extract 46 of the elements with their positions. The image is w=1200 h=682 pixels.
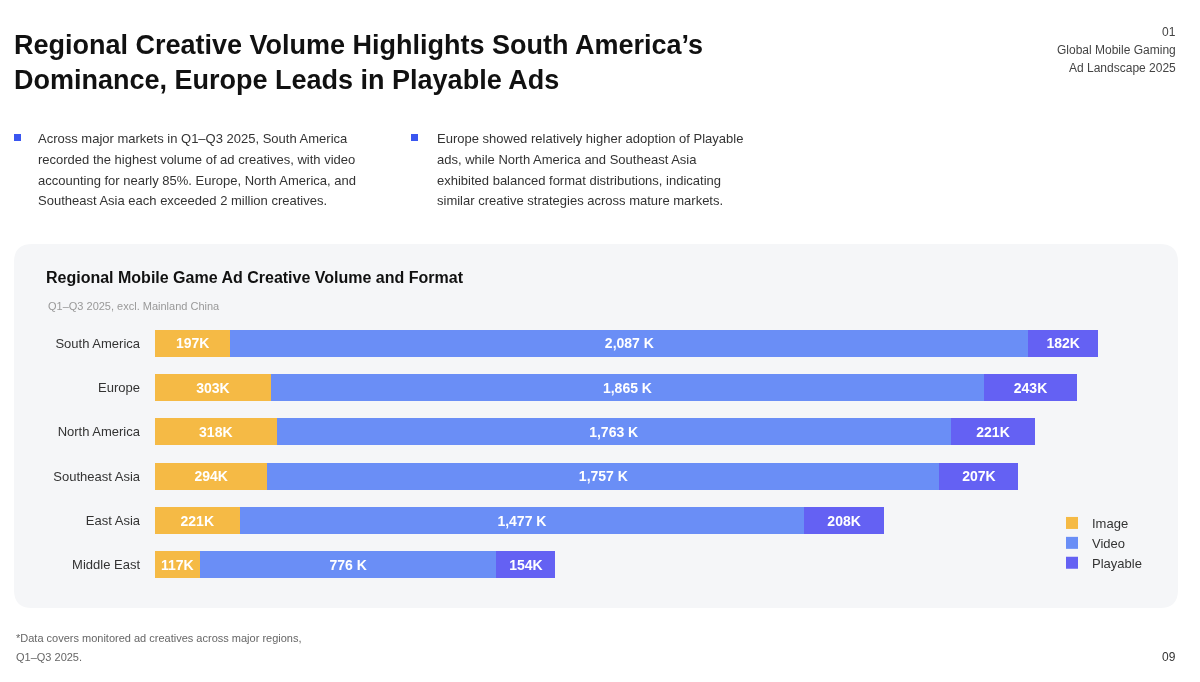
bar: [984, 373, 1077, 402]
text: 09: [1162, 650, 1176, 664]
data-label: 182K: [1046, 335, 1080, 352]
text: Regional Creative Volume Highlights South America’s Dominance, Europe Leads in Playable Ads: [14, 30, 704, 95]
data-label: 2,087 K: [604, 335, 654, 352]
y-tick-label: East Asia: [85, 513, 141, 529]
data-label: 294K: [194, 468, 228, 485]
legend-label: Image: [1092, 516, 1129, 532]
legend-label: Video: [1092, 535, 1126, 551]
legend-label: Playable: [1092, 555, 1142, 571]
data-label: 243K: [1013, 379, 1048, 396]
chart-title: Regional Mobile Game Ad Creative Volume and Format: [46, 269, 464, 287]
data-label: 197K: [175, 335, 210, 352]
data-label: 208K: [827, 512, 861, 529]
data-label: 1,477 K: [497, 512, 547, 529]
chart-subtitle: Q1–Q3 2025, excl. Mainland China: [48, 300, 221, 312]
y-tick-label: Europe: [98, 380, 140, 396]
data-label: 154K: [509, 556, 543, 573]
data-label: 1,757 K: [578, 468, 628, 485]
text: *Data covers monitored ad creatives across major regions, Q1–Q3 2025.: [16, 632, 302, 663]
data-label: 1,865 K: [602, 379, 652, 396]
bar: [155, 373, 271, 402]
bar: [270, 373, 985, 402]
y-tick-label: North America: [57, 424, 141, 440]
bar: [155, 506, 240, 535]
text: 01 Global Mobile Gaming Ad Landscape 2025: [1057, 25, 1177, 75]
bar: [155, 462, 268, 490]
y-tick-label: South America: [55, 335, 141, 351]
bar: [276, 418, 951, 446]
data-label: 303K: [196, 379, 230, 396]
data-label: 1,763 K: [589, 423, 639, 440]
data-label: 776 K: [329, 556, 367, 573]
bar: [230, 329, 1029, 357]
data-label: 318K: [199, 423, 233, 440]
bar: [155, 418, 277, 446]
text: Europe showed relatively higher adoption of Playable ads, while North America and Southeast Asia exhibited balanced format distributions, indicating similar creative strategies across mature markets.: [437, 131, 744, 208]
data-label: 221K: [976, 423, 1010, 440]
y-tick-label: Middle East: [72, 557, 141, 573]
bar: [239, 506, 805, 535]
data-label: 221K: [180, 512, 214, 529]
bar: [199, 551, 497, 579]
text: Across major markets in Q1–Q3 2025, South America recorded the highest volume of ad creatives, with video accounting for nearly 85%. Europe, North America, and Southeast Asia each exceeded 2 million creatives.: [38, 131, 356, 208]
data-label: 207K: [962, 468, 996, 485]
bar: [267, 462, 940, 490]
y-tick-label: Southeast Asia: [53, 468, 141, 484]
data-label: 117K: [161, 556, 194, 573]
